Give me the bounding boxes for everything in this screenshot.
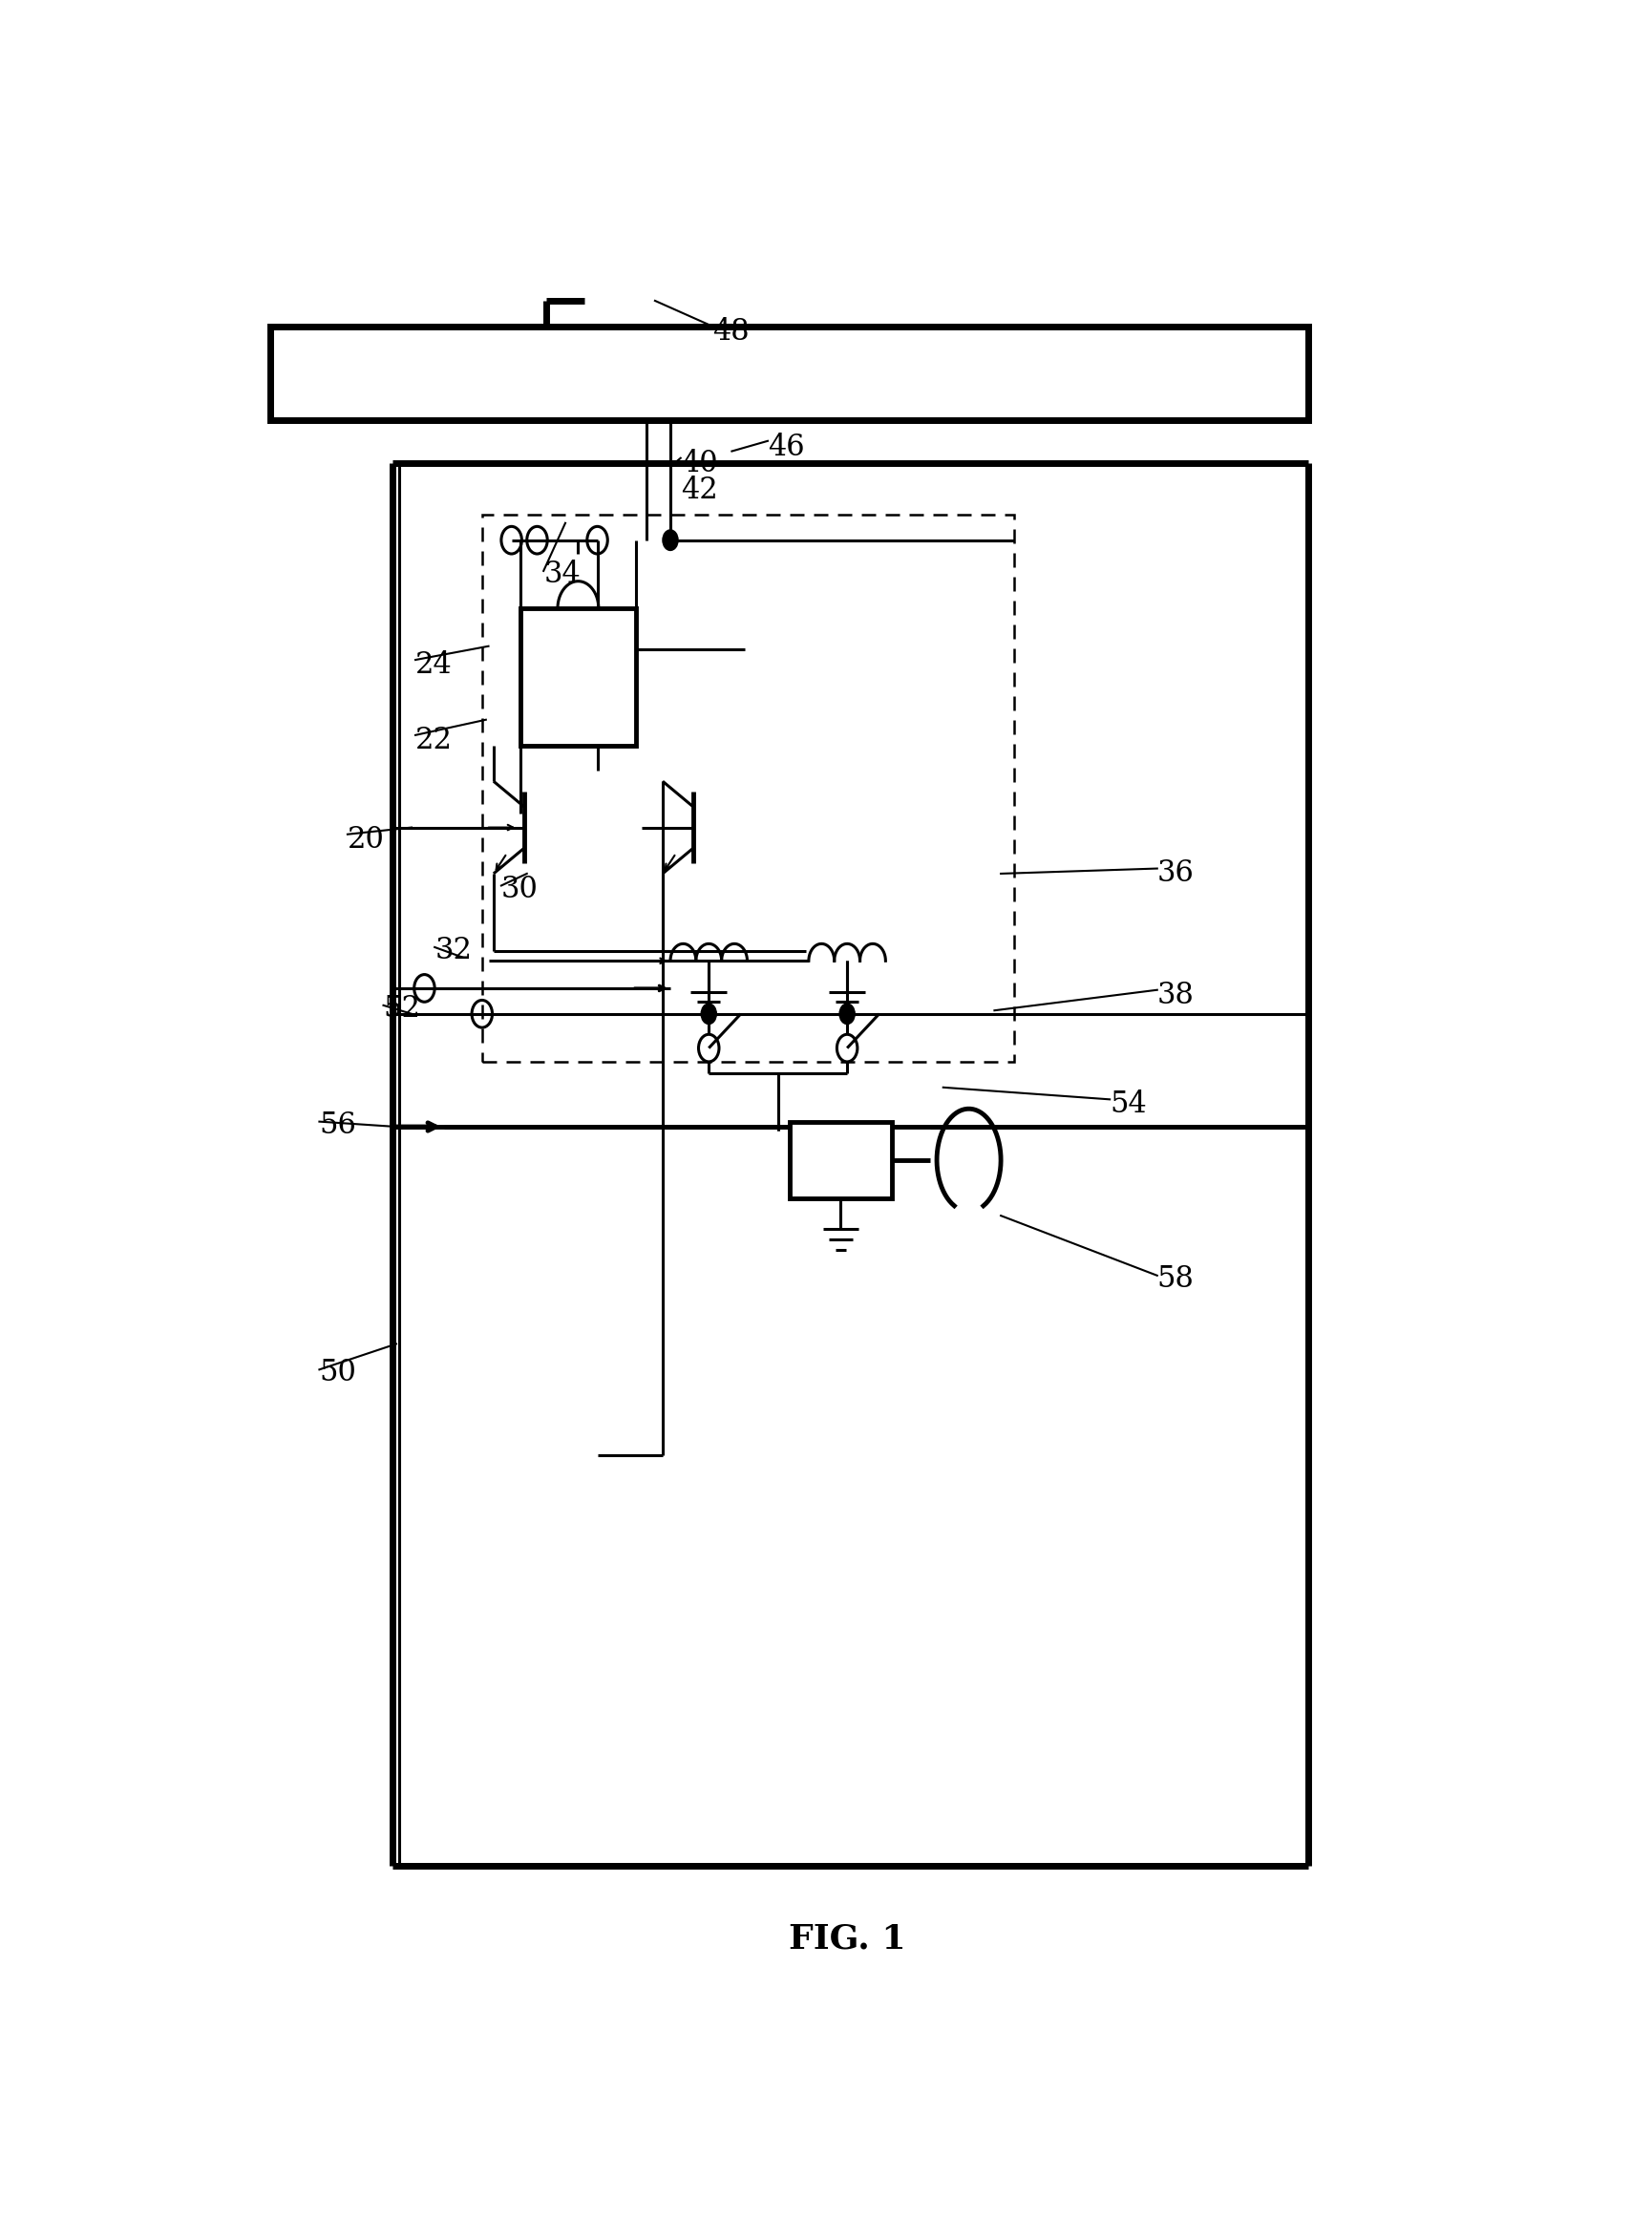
Text: 56: 56 [319,1110,357,1139]
Text: 20: 20 [347,824,385,855]
Text: FIG. 1: FIG. 1 [788,1923,905,1954]
Text: 48: 48 [712,318,748,346]
Text: 40: 40 [681,449,717,478]
Text: 54: 54 [1108,1091,1146,1119]
Text: 38: 38 [1156,979,1194,1011]
Text: 34: 34 [544,560,580,589]
Text: 50: 50 [319,1359,357,1388]
Text: 22: 22 [415,726,453,755]
Circle shape [700,1004,715,1024]
Text: 58: 58 [1156,1264,1194,1295]
Bar [271,326,1308,420]
Bar [520,609,636,746]
Text: 46: 46 [767,433,805,462]
Circle shape [662,531,677,551]
Bar [790,1122,892,1199]
Text: 24: 24 [415,651,453,680]
Text: 32: 32 [434,935,471,966]
Text: 36: 36 [1156,860,1194,888]
Text: 52: 52 [383,995,420,1024]
Bar [482,515,1013,1062]
Circle shape [839,1004,854,1024]
Text: 30: 30 [501,875,539,904]
Text: 42: 42 [681,475,717,506]
